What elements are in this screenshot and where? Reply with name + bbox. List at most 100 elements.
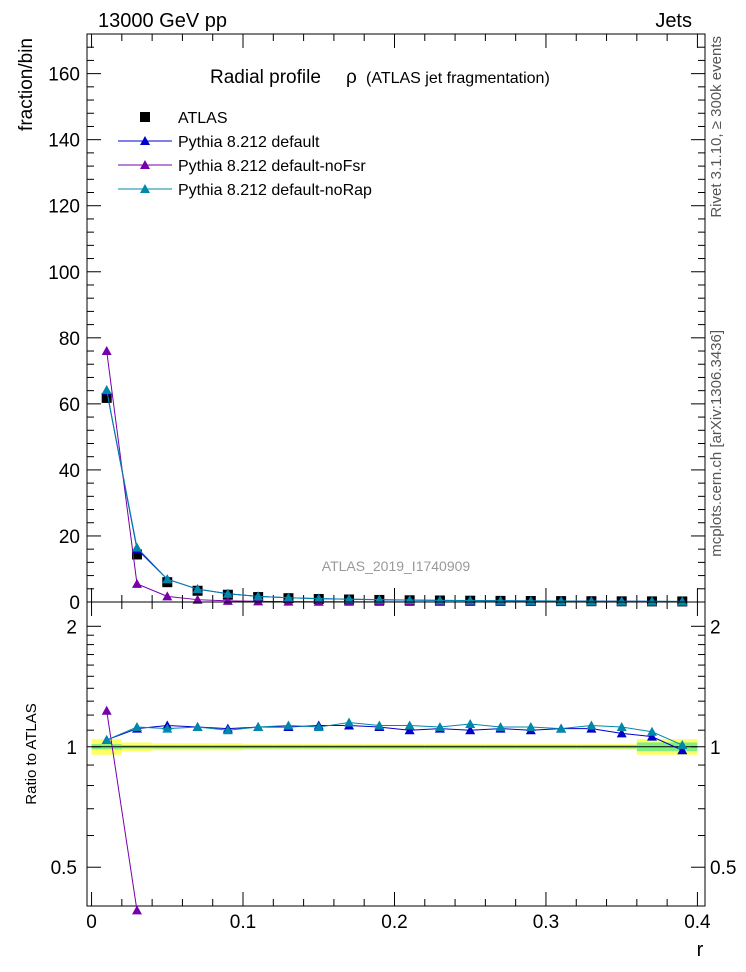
ratio-point-pythia-8-212-default-norap bbox=[586, 720, 597, 730]
ratio-point-pythia-8-212-default-norap bbox=[313, 722, 324, 732]
ratio-point-pythia-8-212-default-norap bbox=[374, 720, 385, 730]
legend-item-atlas: ATLAS bbox=[140, 110, 228, 127]
x-tick-label: 0 bbox=[86, 912, 97, 933]
data-point-pythia-8-212-default-norap bbox=[313, 593, 324, 603]
legend-marker-pythia-default bbox=[140, 136, 150, 145]
main-ytick-label: 160 bbox=[48, 65, 80, 86]
main-ytick-label: 100 bbox=[48, 263, 80, 284]
ratio-point-pythia-8-212-default bbox=[465, 725, 476, 735]
data-point-pythia-8-212-default-nofsr bbox=[131, 578, 142, 588]
ratio-line-pythia-8-212-default-nofsr bbox=[106, 710, 138, 911]
data-point-pythia-8-212-default-norap bbox=[677, 596, 688, 606]
data-point-pythia-8-212-default-norap bbox=[616, 596, 627, 606]
data-point-pythia-8-212-default-norap bbox=[646, 596, 657, 606]
ratio-ytick-label-right: 0.5 bbox=[710, 858, 736, 879]
legend-item-pythia-norap: Pythia 8.212 default-noRap bbox=[118, 182, 372, 199]
data-point-pythia-8-212-default-norap bbox=[525, 595, 536, 605]
legend-label-pythia-default: Pythia 8.212 default bbox=[178, 134, 320, 151]
legend-label-pythia-nofsr: Pythia 8.212 default-noFsr bbox=[178, 158, 366, 175]
ratio-ytick-label: 0.5 bbox=[51, 858, 77, 879]
ratio-ytick-label: 2 bbox=[66, 617, 77, 638]
main-title: Radial profile bbox=[210, 67, 321, 88]
legend-marker-atlas bbox=[140, 112, 150, 122]
ratio-point-pythia-8-212-default-nofsr bbox=[131, 905, 142, 915]
data-point-pythia-8-212-default-norap bbox=[253, 591, 264, 601]
legend-marker-pythia-nofsr bbox=[140, 160, 150, 169]
ratio-line-pythia-8-212-default-norap bbox=[106, 721, 683, 746]
data-point-pythia-8-212-default-norap bbox=[374, 594, 385, 604]
x-tick-label: 0.2 bbox=[381, 912, 407, 933]
main-title-suffix: (ATLAS jet fragmentation) bbox=[366, 70, 550, 87]
main-y-axis-label: fraction/bin bbox=[16, 38, 37, 131]
data-point-atlas bbox=[101, 392, 112, 403]
side-text-mcplots: mcplots.cern.ch [arXiv:1306.3436] bbox=[708, 330, 725, 557]
data-point-pythia-8-212-default-norap bbox=[162, 574, 173, 584]
data-point-pythia-8-212-default-nofsr bbox=[253, 596, 264, 606]
x-tick-label: 0.4 bbox=[684, 912, 711, 933]
main-ytick-label: 20 bbox=[59, 527, 80, 548]
legend-item-pythia-default: Pythia 8.212 default bbox=[118, 134, 320, 151]
main-ytick-label: 0 bbox=[69, 593, 80, 614]
legend-label-atlas: ATLAS bbox=[178, 110, 228, 127]
data-point-pythia-8-212-default-norap bbox=[344, 594, 355, 604]
ratio-point-pythia-8-212-default-norap bbox=[101, 734, 112, 744]
ratio-point-pythia-8-212-default-norap bbox=[525, 722, 536, 732]
ratio-point-pythia-8-212-default-norap bbox=[404, 720, 415, 730]
ratio-point-pythia-8-212-default-norap bbox=[344, 717, 355, 727]
x-tick-label: 0.3 bbox=[533, 912, 559, 933]
main-ytick-label: 40 bbox=[59, 461, 80, 482]
data-point-pythia-8-212-default-norap bbox=[192, 584, 203, 594]
data-point-pythia-8-212-default-nofsr bbox=[162, 591, 173, 601]
ratio-point-pythia-8-212-default-norap bbox=[646, 726, 657, 736]
legend-item-pythia-nofsr: Pythia 8.212 default-noFsr bbox=[118, 158, 366, 175]
ratio-ticks: 0.5 0.5 1 1 2 2 0 0.1 0.2 0.3 0.4 bbox=[51, 602, 736, 933]
main-ytick-label: 80 bbox=[59, 329, 80, 350]
ratio-series bbox=[101, 705, 688, 915]
ratio-point-pythia-8-212-default-norap bbox=[556, 723, 567, 733]
ratio-point-pythia-8-212-default bbox=[677, 745, 688, 755]
ratio-ytick-label-right: 1 bbox=[710, 738, 721, 759]
ratio-point-pythia-8-212-default-norap bbox=[434, 722, 445, 732]
data-point-pythia-8-212-default-norap bbox=[283, 592, 294, 602]
data-point-pythia-8-212-default-norap bbox=[101, 384, 112, 394]
legend-marker-pythia-norap bbox=[140, 184, 150, 193]
data-point-pythia-8-212-default-norap bbox=[222, 588, 233, 598]
ratio-point-pythia-8-212-default bbox=[616, 728, 627, 738]
main-ytick-label: 140 bbox=[48, 131, 80, 152]
ratio-point-pythia-8-212-default-norap bbox=[192, 722, 203, 732]
data-point-pythia-8-212-default-norap bbox=[131, 542, 142, 552]
ratio-point-pythia-8-212-default-nofsr bbox=[101, 705, 112, 715]
ratio-point-pythia-8-212-default-norap bbox=[131, 722, 142, 732]
header-right-label: Jets bbox=[655, 10, 692, 32]
ratio-point-pythia-8-212-default-norap bbox=[677, 740, 688, 750]
ratio-ytick-label: 1 bbox=[66, 738, 77, 759]
analysis-watermark: ATLAS_2019_I1740909 bbox=[322, 558, 471, 574]
ratio-point-pythia-8-212-default-norap bbox=[162, 723, 173, 733]
ratio-bands bbox=[91, 739, 698, 755]
ratio-point-pythia-8-212-default bbox=[646, 731, 657, 741]
data-point-atlas bbox=[131, 549, 142, 560]
ratio-point-pythia-8-212-default-norap bbox=[283, 720, 294, 730]
main-ytick-label: 60 bbox=[59, 395, 80, 416]
ratio-point-pythia-8-212-default-norap bbox=[253, 722, 264, 732]
header-left-label: 13000 GeV pp bbox=[98, 10, 227, 32]
data-point-pythia-8-212-default-norap bbox=[586, 596, 597, 606]
ratio-point-pythia-8-212-default-norap bbox=[465, 718, 476, 728]
series-line-pythia-8-212-default-norap bbox=[106, 389, 683, 602]
main-title-symbol: ρ bbox=[346, 67, 357, 88]
side-text-rivet: Rivet 3.1.10, ≥ 300k events bbox=[708, 36, 725, 218]
ratio-y-axis-label: Ratio to ATLAS bbox=[23, 703, 40, 804]
legend-label-pythia-norap: Pythia 8.212 default-noRap bbox=[178, 182, 372, 199]
ratio-ytick-label-right: 2 bbox=[710, 617, 721, 638]
x-axis-label: r bbox=[697, 939, 704, 961]
x-tick-label: 0.1 bbox=[230, 912, 256, 933]
data-point-pythia-8-212-default-nofsr bbox=[101, 346, 112, 356]
data-point-pythia-8-212-default-norap bbox=[556, 596, 567, 606]
main-ytick-label: 120 bbox=[48, 197, 80, 218]
ratio-panel: Ratio to ATLAS r 0.5 0.5 1 1 2 2 0 0.1 0.2 0.3 0.4 bbox=[23, 601, 736, 961]
data-point-pythia-8-212-default-nofsr bbox=[192, 594, 203, 604]
data-point-pythia-8-212-default-nofsr bbox=[222, 595, 233, 605]
ratio-point-pythia-8-212-default bbox=[404, 725, 415, 735]
ratio-point-pythia-8-212-default-norap bbox=[495, 722, 506, 732]
